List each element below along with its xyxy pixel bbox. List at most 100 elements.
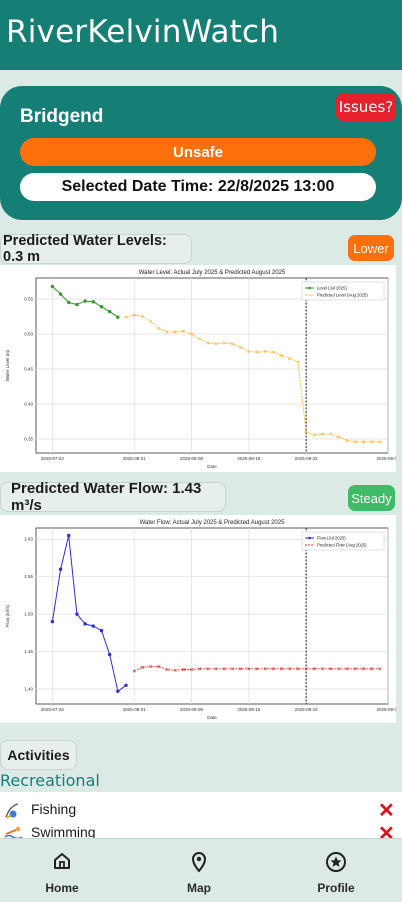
data-point: [320, 667, 325, 671]
app-bar: RiverKelvinWatch: [0, 0, 402, 70]
y-tick-label: 1.45: [24, 649, 33, 654]
data-point: [189, 668, 194, 672]
data-point: [99, 305, 104, 309]
legend-entry: Flow (Jul 2025): [317, 536, 346, 541]
data-point: [132, 313, 136, 317]
chart-legend: [301, 281, 385, 301]
data-point: [206, 341, 210, 345]
x-tick-label: 2025-08-22: [295, 707, 319, 712]
y-tick-label: 0.40: [24, 402, 33, 407]
data-point: [214, 667, 218, 671]
y-tick-label: 1.55: [24, 574, 33, 579]
legend-entry: Level (Jul 2025): [317, 286, 347, 291]
bottom-navigation: Home Map Profile: [0, 838, 402, 902]
data-point: [239, 345, 243, 349]
activity-item-fishing[interactable]: Fishing ✕: [0, 800, 402, 823]
nav-profile[interactable]: Profile: [286, 839, 386, 902]
data-point: [222, 341, 226, 345]
data-point: [230, 342, 235, 346]
predicted-water-flow-label: Predicted Water Flow: 1.43 m³/s: [0, 480, 226, 514]
data-point: [91, 300, 96, 304]
data-point: [181, 668, 185, 672]
app-title: RiverKelvinWatch: [6, 14, 280, 50]
data-point: [222, 667, 226, 671]
data-point: [124, 315, 128, 319]
data-point: [173, 668, 177, 672]
activity-category-recreational: Recreational: [0, 771, 100, 790]
data-point: [247, 667, 251, 671]
x-tick-label: 2025-08-15: [237, 456, 261, 461]
y-tick-label: 0.55: [24, 297, 33, 302]
fishing-icon: [4, 802, 24, 823]
x-axis-label: Date: [207, 464, 217, 469]
data-point: [288, 667, 292, 671]
data-point: [239, 667, 243, 671]
data-point: [149, 665, 153, 669]
data-point: [280, 667, 284, 671]
x-tick-label: 2025-08-08: [180, 456, 204, 461]
data-point: [50, 619, 55, 624]
data-point: [304, 667, 308, 671]
series-line: [125, 314, 380, 443]
y-axis-label: Flow (m³/s): [5, 604, 10, 627]
water-level-chart-svg: Water Level: Actual July 2025 & Predicte…: [5, 270, 396, 469]
legend-entry: Predicted Flow (Aug 2025): [317, 543, 367, 548]
data-point: [329, 432, 333, 436]
data-point: [345, 667, 349, 671]
data-point: [214, 342, 218, 346]
selected-datetime-button[interactable]: Selected Date Time: 22/8/2025 13:00: [20, 173, 376, 201]
data-point: [189, 332, 194, 336]
nav-home[interactable]: Home: [12, 839, 112, 902]
data-point: [378, 667, 382, 671]
data-point: [271, 667, 275, 671]
y-tick-label: 0.45: [24, 367, 33, 372]
data-point: [91, 624, 96, 628]
data-point: [288, 356, 292, 361]
y-axis-label: Water Level (m): [5, 349, 10, 381]
chart-title: Water Flow: Actual July 2025 & Predicted…: [140, 520, 286, 526]
x-tick-label: 2025-09-01: [376, 456, 396, 461]
data-point: [353, 440, 357, 444]
report-issues-button[interactable]: Issues?: [336, 93, 396, 121]
x-tick-label: 2025-08-22: [295, 456, 319, 461]
y-tick-label: 0.50: [24, 332, 33, 337]
data-point: [345, 438, 349, 442]
location-name: Bridgend: [20, 106, 104, 127]
y-tick-label: 1.50: [24, 612, 33, 617]
data-point: [124, 683, 128, 687]
water-level-chart: Water Level: Actual July 2025 & Predicte…: [0, 265, 396, 472]
data-point: [312, 433, 316, 437]
data-point: [247, 349, 251, 354]
data-point: [165, 668, 169, 672]
x-axis-label: Date: [207, 715, 217, 720]
map-pin-icon: [189, 851, 209, 878]
profile-star-icon: [325, 851, 347, 878]
home-icon: [52, 851, 72, 876]
data-point: [206, 667, 210, 671]
nav-map[interactable]: Map: [149, 839, 249, 902]
data-point: [132, 669, 136, 673]
activity-label: Fishing: [31, 801, 77, 817]
data-point: [149, 319, 153, 323]
activity-list: Fishing ✕ Swimming ✕: [0, 792, 402, 838]
data-point: [99, 628, 104, 633]
legend-marker: [308, 536, 311, 540]
x-tick-label: 2025-08-08: [180, 707, 204, 712]
data-point: [107, 309, 112, 314]
data-point: [173, 330, 177, 334]
data-point: [370, 667, 374, 671]
y-tick-label: 0.35: [24, 437, 33, 442]
chart-title: Water Level: Actual July 2025 & Predicte…: [139, 270, 286, 276]
legend-entry: Predicted Level (Aug 2025): [317, 293, 368, 298]
data-point: [378, 440, 382, 444]
level-trend-badge: Lower: [348, 235, 394, 261]
data-point: [140, 665, 144, 669]
predicted-water-level-label: Predicted Water Levels: 0.3 m: [0, 233, 192, 265]
nav-label: Home: [45, 881, 79, 895]
data-point: [255, 350, 259, 354]
activity-item-swimming[interactable]: Swimming ✕: [0, 823, 402, 838]
x-tick-label: 2025-09-01: [376, 707, 396, 712]
data-point: [361, 667, 365, 671]
data-point: [83, 622, 87, 626]
data-point: [157, 665, 161, 669]
